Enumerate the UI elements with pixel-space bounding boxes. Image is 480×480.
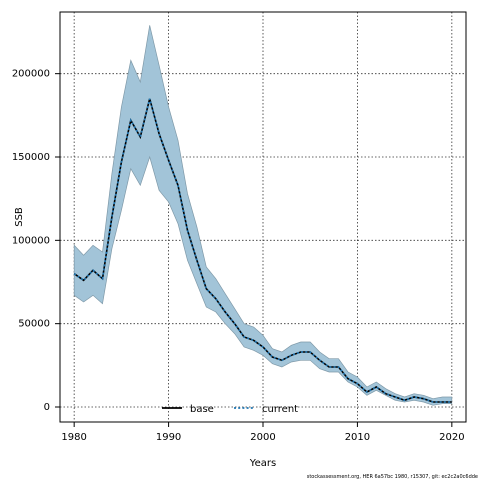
x-tick-label: 2020 <box>439 432 464 443</box>
x-axis: 1980 1990 2000 2010 2020 <box>61 422 465 443</box>
grid-lines <box>60 12 466 422</box>
series-line-current <box>73 98 452 403</box>
x-tick-label: 2010 <box>345 432 370 443</box>
x-tick-label: 2000 <box>250 432 275 443</box>
legend-label-current: current <box>262 404 298 415</box>
legend-label-base: base <box>190 404 214 415</box>
y-axis-title: SSB <box>14 207 25 227</box>
y-axis: 0 50000 100000 150000 200000 <box>12 69 60 413</box>
footnote: stockassessment.org, HER 6a57bc 1980, r1… <box>307 474 478 480</box>
y-tick-label: 100000 <box>12 235 50 246</box>
x-tick-label: 1990 <box>156 432 181 443</box>
y-tick-label: 200000 <box>12 69 50 80</box>
y-tick-label: 50000 <box>18 319 50 330</box>
series-lines <box>73 98 452 403</box>
y-tick-label: 0 <box>44 402 50 413</box>
x-axis-title: Years <box>249 458 276 469</box>
y-tick-label: 150000 <box>12 152 50 163</box>
confidence-band <box>73 25 453 406</box>
x-tick-label: 1980 <box>61 432 86 443</box>
legend: base current <box>162 404 298 415</box>
